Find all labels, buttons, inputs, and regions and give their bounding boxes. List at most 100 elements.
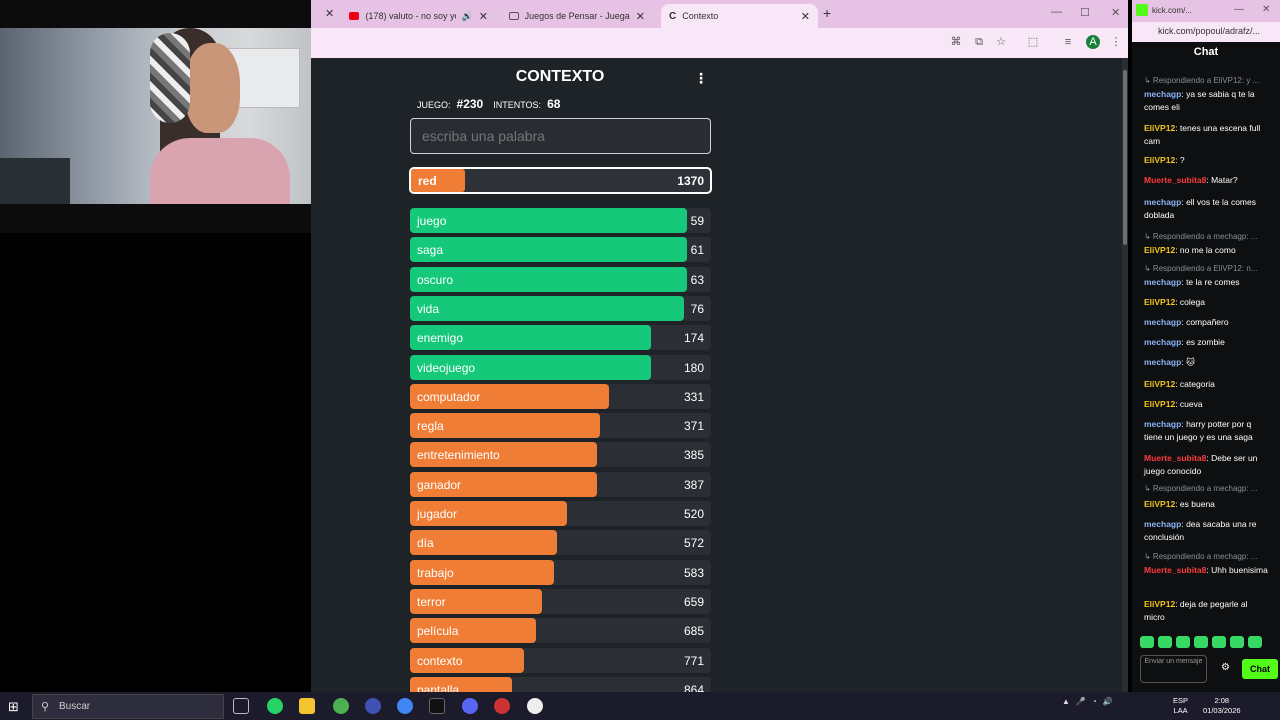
close-window-button[interactable]: ✕	[1262, 4, 1271, 15]
contexto-icon: C	[669, 10, 677, 22]
clock[interactable]: 2:08 01/03/2026	[1203, 696, 1241, 716]
chat-username[interactable]: EliVP12	[1144, 379, 1176, 389]
guess-bar	[410, 266, 687, 292]
profile-avatar[interactable]: A	[1086, 35, 1100, 49]
guess-bar	[410, 559, 555, 585]
guess-word: oscuro	[417, 272, 454, 287]
chat-send-button[interactable]: Chat	[1242, 659, 1278, 679]
app-icon[interactable]	[494, 698, 510, 714]
chat-username[interactable]: EliVP12	[1144, 123, 1176, 133]
chat-username[interactable]: mechagp	[1144, 317, 1182, 327]
close-tab-icon[interactable]: ✕	[325, 8, 335, 20]
discord-icon[interactable]	[462, 698, 478, 714]
close-window-button[interactable]: ✕	[1111, 7, 1121, 19]
wifi-icon[interactable]: ◔	[1091, 697, 1097, 706]
guess-row: vida 76	[410, 295, 711, 321]
chat-username[interactable]: mechagp	[1144, 197, 1182, 207]
emote-icon[interactable]	[1230, 636, 1244, 648]
tiktok-icon[interactable]	[429, 698, 445, 714]
chat-text: colega	[1179, 297, 1205, 307]
menu-icon[interactable]: ⋮	[694, 70, 708, 86]
emote-icon[interactable]	[1212, 636, 1226, 648]
chat-message: EliVP12: cueva	[1144, 399, 1203, 409]
chat-username[interactable]: EliVP12	[1144, 399, 1176, 409]
close-icon[interactable]: ✕	[478, 10, 488, 23]
tab-youtube[interactable]: (178) valuto - no soy yo - Y 🔊 ✕	[341, 4, 496, 28]
more-icon[interactable]: ⋮	[1110, 36, 1122, 48]
chat-username[interactable]: EliVP12	[1144, 297, 1176, 307]
task-view-icon[interactable]	[233, 698, 249, 714]
page-title: CONTEXTO	[515, 68, 605, 85]
new-tab-button[interactable]: +	[823, 5, 832, 21]
microphone-icon[interactable]: 🎤	[1075, 697, 1086, 706]
system-tray[interactable]: ▲ 🎤 ◔ 🔊	[1062, 697, 1113, 706]
chat-url[interactable]: kick.com/popoul/adrafz/...	[1132, 22, 1280, 42]
chat-reply-indicator: ↳ Respondiendo a EliVP12: n...	[1144, 264, 1258, 273]
guess-input[interactable]	[410, 118, 711, 154]
search-label: Buscar	[59, 701, 91, 712]
chat-input[interactable]: Enviar un mensaje	[1140, 655, 1207, 683]
emote-icon[interactable]	[1140, 636, 1154, 648]
chat-username[interactable]: EliVP12	[1144, 499, 1176, 509]
guess-word: saga	[417, 243, 444, 258]
chat-text: dea sacaba una re conclusión	[1144, 519, 1257, 542]
chat-username[interactable]: mechagp	[1144, 519, 1182, 529]
chrome-icon[interactable]	[333, 698, 349, 714]
chat-username[interactable]: Muerte_subita8	[1144, 565, 1207, 575]
volume-icon[interactable]: 🔊	[1102, 697, 1113, 706]
scrollbar-thumb[interactable]	[1123, 70, 1127, 245]
extensions-icon[interactable]: ⬚	[1027, 36, 1039, 48]
chat-username[interactable]: mechagp	[1144, 337, 1182, 347]
chat-username[interactable]: mechagp	[1144, 357, 1182, 367]
taskbar-search[interactable]: ⚲ Buscar	[32, 694, 224, 719]
chrome-icon[interactable]	[365, 698, 381, 714]
chevron-up-icon[interactable]: ▲	[1062, 697, 1070, 706]
chat-reply-indicator: ↳ Respondiendo a mechagp: ...	[1144, 232, 1258, 241]
chat-message: mechagp: es zombie	[1144, 337, 1225, 347]
chat-username[interactable]: Muerte_subita8	[1144, 453, 1207, 463]
chrome-icon[interactable]	[397, 698, 413, 714]
install-icon[interactable]: ⧉	[975, 36, 983, 48]
close-icon[interactable]: ✕	[635, 10, 645, 23]
chat-text: Matar?	[1211, 175, 1238, 185]
guess-bar	[410, 208, 687, 233]
maximize-button[interactable]: ☐	[1080, 7, 1090, 19]
emote-bar	[1140, 636, 1276, 648]
file-explorer-icon[interactable]	[299, 698, 315, 714]
minimize-button[interactable]: —	[1051, 6, 1062, 18]
chat-username[interactable]: mechagp	[1144, 419, 1182, 429]
tab-juegos[interactable]: Juegos de Pensar - Juega Ahora ✕	[501, 4, 653, 28]
chat-username[interactable]: EliVP12	[1144, 599, 1176, 609]
windows-start-icon[interactable]: ⊞	[8, 699, 19, 714]
obs-icon[interactable]	[527, 698, 543, 714]
gear-icon[interactable]: ⚙	[1221, 662, 1230, 673]
minimize-button[interactable]: —	[1234, 4, 1244, 15]
last-guess-bar	[411, 169, 465, 192]
whatsapp-icon[interactable]	[267, 698, 283, 714]
star-icon[interactable]: ☆	[996, 36, 1006, 48]
chat-username[interactable]: mechagp	[1144, 277, 1182, 287]
tab-contexto[interactable]: C Contexto ✕	[661, 4, 818, 28]
emote-icon[interactable]	[1176, 636, 1190, 648]
guess-row: saga 61	[410, 237, 711, 263]
chat-message: mechagp: dea sacaba una re conclusión	[1144, 519, 1257, 542]
emote-icon[interactable]	[1194, 636, 1208, 648]
chat-username[interactable]: EliVP12	[1144, 245, 1176, 255]
media-icon[interactable]: ≡	[1064, 36, 1072, 48]
close-icon[interactable]: ✕	[800, 10, 810, 23]
guess-row: trabajo 583	[410, 559, 711, 585]
language-indicator[interactable]: ESP LAA	[1173, 696, 1188, 716]
guess-rank: 59	[690, 214, 704, 228]
guess-word: día	[417, 536, 434, 551]
chat-message: Muerte_subita8: Uhh buenisima	[1144, 565, 1268, 575]
emote-icon[interactable]	[1248, 636, 1262, 648]
emote-icon[interactable]	[1158, 636, 1172, 648]
chat-tab-label[interactable]: kick.com/...	[1152, 6, 1193, 15]
guess-row: jugador 520	[410, 501, 711, 526]
chat-username[interactable]: mechagp	[1144, 89, 1182, 99]
translate-icon[interactable]: ⌘	[950, 36, 962, 48]
scrollbar[interactable]	[1122, 58, 1128, 692]
chat-username[interactable]: EliVP12	[1144, 155, 1176, 165]
chat-username[interactable]: Muerte_subita8	[1144, 175, 1207, 185]
guess-word: juego	[417, 214, 447, 228]
